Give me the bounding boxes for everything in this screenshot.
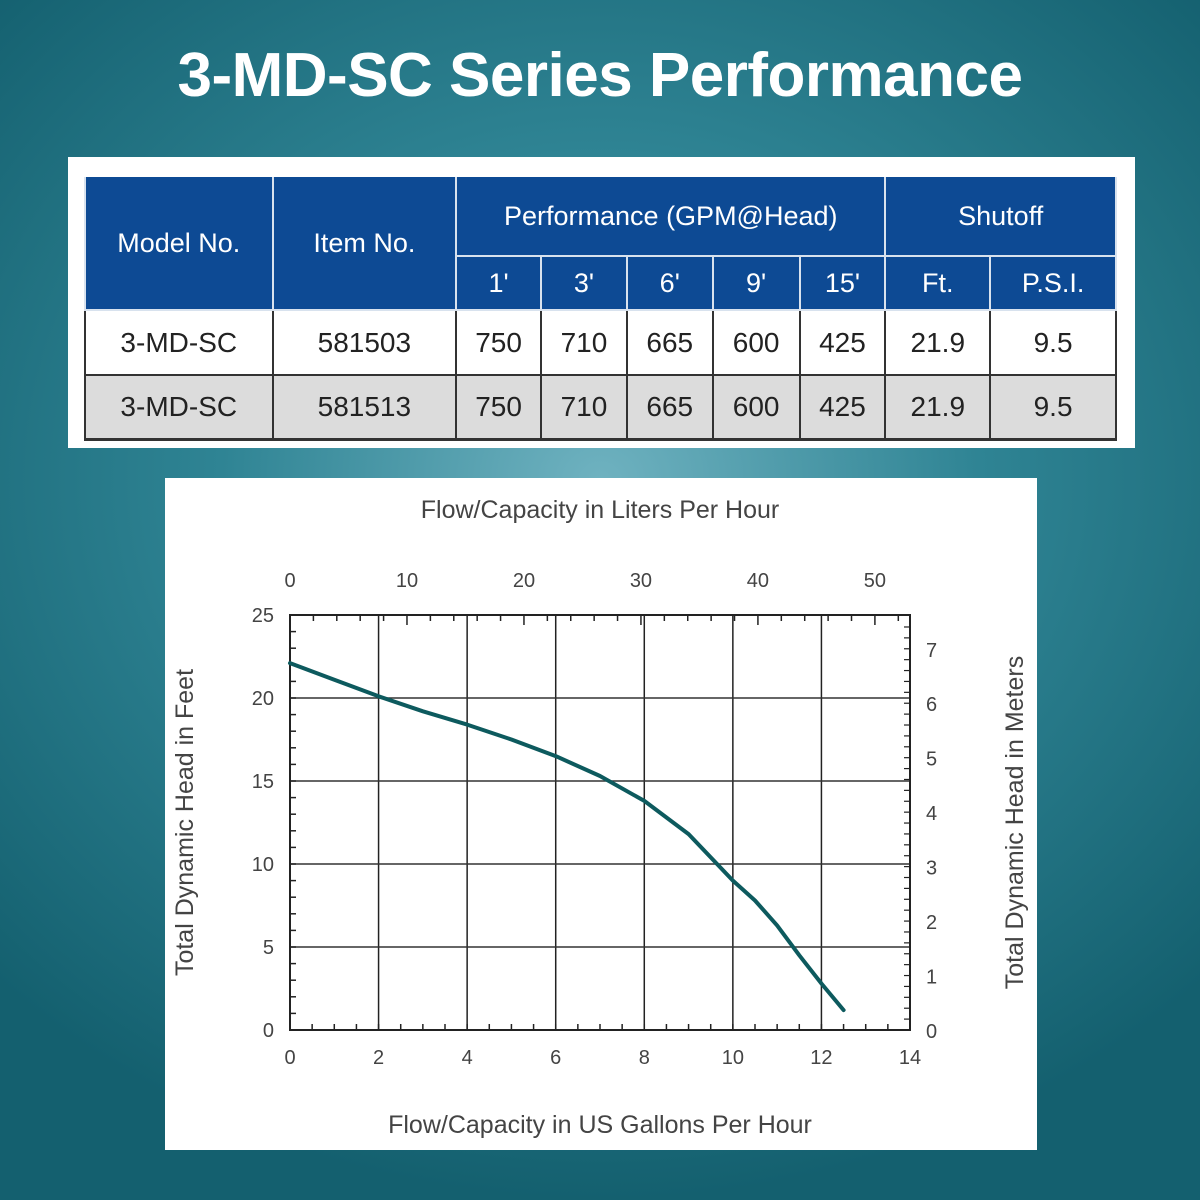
cell: 3-MD-SC xyxy=(84,375,274,441)
cell: 581513 xyxy=(271,375,458,441)
x2-tick-label: 30 xyxy=(630,570,652,592)
x-axis-label: Flow/Capacity in US Gallons Per Hour xyxy=(388,1111,812,1139)
y2-tick-label: 5 xyxy=(926,749,937,771)
subheader-15ft: 15' xyxy=(798,256,887,311)
cell: 665 xyxy=(625,375,714,441)
table-row: 3-MD-SC 581513 750 710 665 600 425 21.9 … xyxy=(84,375,1117,441)
x2-tick-label: 0 xyxy=(284,570,295,592)
y2-tick-label: 6 xyxy=(926,694,937,716)
x-tick-label: 14 xyxy=(899,1047,921,1069)
y-tick-label: 25 xyxy=(252,605,274,627)
x2-tick-label: 20 xyxy=(513,570,535,592)
x-tick-label: 10 xyxy=(722,1047,744,1069)
cell: 9.5 xyxy=(989,310,1117,376)
x2-tick-label: 50 xyxy=(864,570,886,592)
header-shutoff: Shutoff xyxy=(884,177,1117,257)
y2-tick-label: 2 xyxy=(926,912,937,934)
header-model: Model No. xyxy=(84,177,274,311)
y-tick-label: 5 xyxy=(263,937,274,959)
performance-curve xyxy=(288,661,846,1013)
x-tick-label: 0 xyxy=(284,1047,295,1069)
y2-tick-label: 3 xyxy=(926,858,937,880)
performance-table-panel: Model No. Item No. Performance (GPM@Head… xyxy=(68,157,1135,448)
cell: 600 xyxy=(711,375,801,441)
y2-tick-label: 4 xyxy=(926,803,937,825)
cell: 750 xyxy=(455,375,542,441)
performance-table: Model No. Item No. Performance (GPM@Head… xyxy=(84,177,1117,441)
y2-tick-label: 0 xyxy=(926,1021,937,1043)
x2-tick-label: 40 xyxy=(747,570,769,592)
cell: 710 xyxy=(540,375,628,441)
x2-axis-label: Flow/Capacity in Liters Per Hour xyxy=(421,496,779,524)
x2-tick-label: 10 xyxy=(396,570,418,592)
y-tick-label: 10 xyxy=(252,854,274,876)
x-tick-label: 8 xyxy=(639,1047,650,1069)
y2-tick-label: 7 xyxy=(926,640,937,662)
table-row: 3-MD-SC 581503 750 710 665 600 425 21.9 … xyxy=(84,310,1117,376)
plot-frame xyxy=(289,614,911,1031)
y2-tick-label: 1 xyxy=(926,967,937,989)
subheader-ft: Ft. xyxy=(884,256,992,311)
header-performance: Performance (GPM@Head) xyxy=(455,177,887,257)
cell: 21.9 xyxy=(884,375,992,441)
cell: 581503 xyxy=(271,310,458,376)
cell: 3-MD-SC xyxy=(84,310,274,376)
performance-chart-panel: 0 2 4 6 8 10 12 14 0 5 10 15 20 25 0 10 20 30 40 50 0 1 2 3 4 5 6 7… xyxy=(165,478,1037,1150)
subheader-3ft: 3' xyxy=(540,256,628,311)
cell: 21.9 xyxy=(884,310,992,376)
subheader-9ft: 9' xyxy=(711,256,801,311)
x-tick-label: 2 xyxy=(373,1047,384,1069)
y-axis-label: Total Dynamic Head in Feet xyxy=(171,669,199,976)
x-tick-label: 6 xyxy=(550,1047,561,1069)
cell: 425 xyxy=(798,310,887,376)
y-tick-label: 0 xyxy=(263,1020,274,1042)
x-tick-label: 4 xyxy=(462,1047,473,1069)
subheader-psi: P.S.I. xyxy=(989,256,1117,311)
y2-axis-label: Total Dynamic Head in Meters xyxy=(1001,656,1029,989)
cell: 750 xyxy=(455,310,542,376)
page-title: 3-MD-SC Series Performance xyxy=(177,41,1023,110)
cell: 710 xyxy=(540,310,628,376)
y-tick-label: 20 xyxy=(252,688,274,710)
cell: 665 xyxy=(625,310,714,376)
header-item: Item No. xyxy=(271,177,458,311)
cell: 425 xyxy=(798,375,887,441)
subheader-6ft: 6' xyxy=(625,256,714,311)
y-tick-label: 15 xyxy=(252,771,274,793)
cell: 9.5 xyxy=(989,375,1117,441)
cell: 600 xyxy=(711,310,801,376)
x-tick-label: 12 xyxy=(810,1047,832,1069)
subheader-1ft: 1' xyxy=(455,256,542,311)
